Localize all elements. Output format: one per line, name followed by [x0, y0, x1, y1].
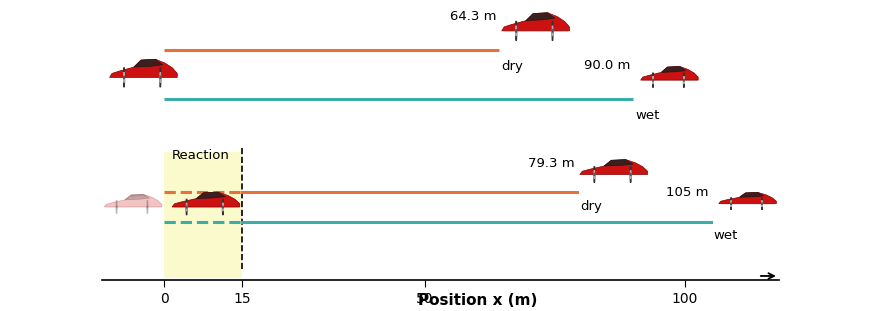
Polygon shape [719, 193, 776, 204]
Text: 90.0 m: 90.0 m [584, 59, 630, 72]
Text: 105 m: 105 m [666, 186, 709, 199]
Polygon shape [745, 193, 766, 195]
Text: wet: wet [635, 109, 660, 122]
Text: dry: dry [502, 60, 524, 72]
Text: dry: dry [580, 200, 602, 213]
Polygon shape [533, 13, 558, 17]
Text: Position x (m): Position x (m) [419, 293, 537, 308]
Polygon shape [204, 192, 227, 195]
Polygon shape [612, 160, 635, 163]
Polygon shape [110, 59, 177, 77]
Polygon shape [739, 193, 764, 197]
Polygon shape [172, 192, 240, 207]
Polygon shape [526, 13, 555, 21]
Text: 64.3 m: 64.3 m [450, 10, 496, 23]
Polygon shape [125, 194, 150, 200]
Polygon shape [661, 67, 686, 72]
Polygon shape [141, 59, 165, 63]
Polygon shape [104, 194, 162, 207]
Polygon shape [131, 194, 151, 197]
Polygon shape [196, 192, 226, 199]
Bar [165, 152, 242, 278]
Polygon shape [667, 67, 688, 69]
Text: 79.3 m: 79.3 m [528, 157, 574, 170]
Text: wet: wet [713, 230, 738, 243]
Text: Reaction: Reaction [172, 149, 230, 162]
Polygon shape [641, 67, 698, 80]
Polygon shape [502, 13, 569, 31]
Polygon shape [134, 59, 163, 67]
Polygon shape [580, 160, 648, 174]
Polygon shape [604, 160, 633, 166]
